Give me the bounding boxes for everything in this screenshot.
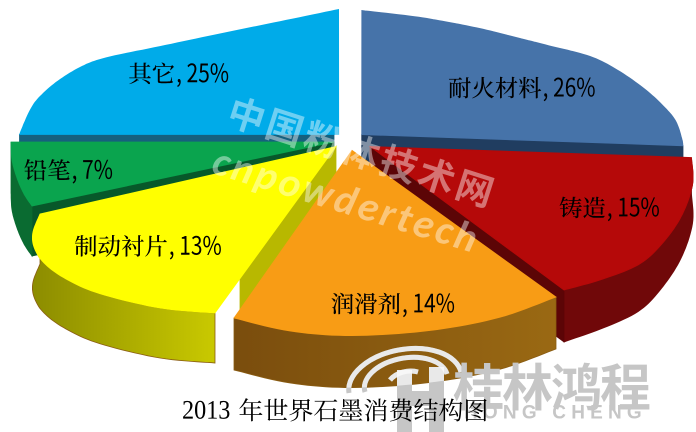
svg-text:HONG CHENG: HONG CHENG: [464, 403, 647, 424]
